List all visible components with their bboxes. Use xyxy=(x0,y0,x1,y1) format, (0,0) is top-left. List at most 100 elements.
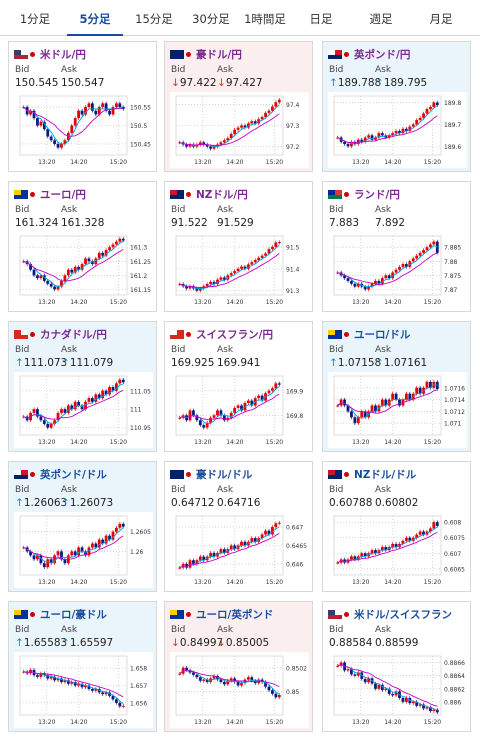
currency-panel[interactable]: 豪ドル/円 Bid Ask ↓97.422 ↓97.427 97.4 97.3 97.2 13:… xyxy=(164,41,313,172)
tab-1[interactable]: 1分足 xyxy=(19,12,51,26)
pair-title[interactable]: 豪ドル/ドル xyxy=(170,467,252,481)
price-chart[interactable]: 0.8866 0.8864 0.8862 0.886 13:20 14:20 15:20 xyxy=(328,652,467,728)
pair-name[interactable]: スイスフラン/円 xyxy=(196,328,274,341)
y-tick-label: 111.05 xyxy=(130,388,151,395)
pair-title[interactable]: 英ポンド/円 xyxy=(328,47,410,61)
candle xyxy=(350,279,353,286)
ask-label: Ask xyxy=(375,345,392,355)
tab-4[interactable]: 30分足 xyxy=(192,12,230,26)
price-chart[interactable]: 97.4 97.3 97.2 13:20 14:20 15:20 xyxy=(170,92,309,168)
pair-title[interactable]: 米ドル/円 xyxy=(14,47,86,61)
candle xyxy=(36,116,39,128)
pair-title[interactable]: ユーロ/豪ドル xyxy=(14,607,107,621)
pair-title[interactable]: NZドル/円 xyxy=(170,187,248,201)
y-tick-label: 0.8502 xyxy=(286,665,307,672)
currency-panel[interactable]: ユーロ/円 Bid Ask 161.324 161.328 161.3 161.25 161.… xyxy=(8,181,157,312)
price-chart[interactable]: 161.3 161.25 161.2 161.15 13:20 14:20 15:20 xyxy=(14,232,153,308)
pair-title[interactable]: スイスフラン/円 xyxy=(170,327,273,341)
pair-title[interactable]: ランド/円 xyxy=(328,187,400,201)
pair-title[interactable]: ユーロ/ドル xyxy=(328,327,410,341)
candle xyxy=(356,670,360,678)
currency-panel[interactable]: ユーロ/豪ドル Bid Ask ↑1.65583 ↑1.65597 1.658 1.657 1… xyxy=(8,601,157,732)
tab-5[interactable]: 1時間足 xyxy=(244,12,286,26)
ma-short-line xyxy=(23,106,124,145)
flag-secondary-icon xyxy=(30,51,35,57)
bid-value: ↓97.422 xyxy=(171,77,217,89)
price-chart[interactable]: 0.647 0.6465 0.646 13:20 14:20 15:20 xyxy=(170,512,309,588)
price-chart[interactable]: 91.5 91.4 91.3 13:20 14:20 15:20 xyxy=(170,232,309,308)
x-tick-label: 15:20 xyxy=(266,439,283,446)
tab-2[interactable]: 5分足 xyxy=(67,0,123,36)
bid-label: Bid xyxy=(171,625,186,635)
pair-title[interactable]: カナダドル/円 xyxy=(14,327,107,341)
price-chart[interactable]: 0.608 0.6075 0.607 0.6065 13:20 14:20 15:20 xyxy=(328,512,467,588)
currency-panel[interactable]: NZドル/円 Bid Ask 91.522 91.529 91.5 91.4 91.3 13:2… xyxy=(164,181,313,312)
currency-panel[interactable]: スイスフラン/円 Bid Ask 169.925 169.941 169.9 169.8 13… xyxy=(164,321,313,452)
tab-7[interactable]: 週足 xyxy=(369,12,393,26)
pair-name[interactable]: ユーロ/豪ドル xyxy=(40,608,107,621)
pair-title[interactable]: ユーロ/英ポンド xyxy=(170,607,273,621)
bid-price: 1.26063 xyxy=(23,497,68,509)
pair-title[interactable]: 豪ドル/円 xyxy=(170,47,242,61)
ask-price: 7.892 xyxy=(375,217,406,229)
candle xyxy=(360,551,364,559)
ask-price: 0.64716 xyxy=(217,497,261,509)
x-tick-label: 13:20 xyxy=(352,439,369,446)
currency-panel[interactable]: 米ドル/円 Bid Ask 150.545 150.547 150.55 150.5 150.… xyxy=(8,41,157,172)
price-chart[interactable]: 111.05 111 110.95 13:20 14:20 15:20 xyxy=(14,372,153,448)
pair-name[interactable]: ユーロ/英ポンド xyxy=(196,608,274,621)
bid-price: 111.073 xyxy=(23,357,68,369)
currency-panel[interactable]: ランド/円 Bid Ask 7.883 7.892 7.885 7.88 7.875 7.87 1… xyxy=(322,181,471,312)
price-chart[interactable]: 0.8502 0.85 13:20 14:20 15:20 xyxy=(170,652,309,728)
pair-title[interactable]: 英ポンド/ドル xyxy=(14,467,107,481)
y-tick-label: 0.607 xyxy=(444,551,461,558)
pair-title[interactable]: ユーロ/円 xyxy=(14,187,86,201)
pair-name[interactable]: 米ドル/円 xyxy=(40,48,86,61)
price-chart[interactable]: 150.55 150.5 150.45 13:20 14:20 15:20 xyxy=(14,92,153,168)
pair-name[interactable]: 豪ドル/円 xyxy=(196,48,242,61)
currency-panel[interactable]: カナダドル/円 Bid Ask ↑111.073 ↑111.079 111.05 111 11… xyxy=(8,321,157,452)
currency-panel[interactable]: 米ドル/スイスフラン Bid Ask 0.88584 0.88599 0.8866 0.88… xyxy=(322,601,471,732)
pair-title[interactable]: 米ドル/スイスフラン xyxy=(328,607,452,621)
pair-name[interactable]: NZドル/ドル xyxy=(354,468,417,481)
tab-8[interactable]: 月足 xyxy=(429,12,453,26)
price-chart[interactable]: 1.2605 1.26 13:20 14:20 15:20 xyxy=(14,512,153,588)
pair-name[interactable]: 英ポンド/円 xyxy=(354,48,411,61)
x-tick-label: 15:20 xyxy=(110,579,127,586)
pair-name[interactable]: ユーロ/ドル xyxy=(354,328,411,341)
currency-panel[interactable]: 英ポンド/ドル Bid Ask ↑1.26063 ↑1.26073 1.2605 1.26 1… xyxy=(8,461,157,592)
price-chart[interactable]: 1.658 1.657 1.656 13:20 14:20 15:20 xyxy=(14,652,153,728)
candle xyxy=(104,248,108,258)
candle xyxy=(80,403,84,411)
price-chart[interactable]: 169.9 169.8 13:20 14:20 15:20 xyxy=(170,372,309,448)
pair-title[interactable]: NZドル/ドル xyxy=(328,467,416,481)
tab-6[interactable]: 日足 xyxy=(309,12,333,26)
price-chart[interactable]: 1.0716 1.0714 1.0712 1.071 13:20 14:20 15:20 xyxy=(328,372,467,448)
arrow-down-icon: ↓ xyxy=(217,77,226,89)
price-chart[interactable]: 189.8 189.7 189.6 13:20 14:20 15:20 xyxy=(328,92,467,168)
candle xyxy=(32,267,36,278)
candle xyxy=(271,245,274,251)
candle xyxy=(432,100,436,109)
pair-name[interactable]: 米ドル/スイスフラン xyxy=(354,608,453,621)
ask-label: Ask xyxy=(375,205,392,215)
pair-name[interactable]: カナダドル/円 xyxy=(40,328,107,341)
currency-panel[interactable]: NZドル/ドル Bid Ask 0.60788 0.60802 0.608 0.6075 0.… xyxy=(322,461,471,592)
currency-panel[interactable]: ユーロ/英ポンド Bid Ask ↓0.84997 ↓0.85005 0.8502 0.85… xyxy=(164,601,313,732)
x-tick-label: 14:20 xyxy=(384,579,401,586)
pair-name[interactable]: ユーロ/円 xyxy=(40,188,86,201)
chart-svg: 1.2605 1.26 13:20 14:20 15:20 xyxy=(19,515,151,586)
ask-value: ↑189.795 xyxy=(375,77,427,89)
flag-secondary-icon xyxy=(30,471,35,477)
candle xyxy=(202,423,206,430)
currency-panel[interactable]: ユーロ/ドル Bid Ask ↑1.07158 ↑1.07161 1.0716 1.0714… xyxy=(322,321,471,452)
candle xyxy=(115,526,118,534)
pair-name[interactable]: 英ポンド/ドル xyxy=(40,468,107,481)
currency-panel[interactable]: 豪ドル/ドル Bid Ask 0.64712 0.64716 0.647 0.6465 0.6… xyxy=(164,461,313,592)
pair-name[interactable]: ランド/円 xyxy=(354,188,400,201)
pair-name[interactable]: NZドル/円 xyxy=(196,188,248,201)
price-chart[interactable]: 7.885 7.88 7.875 7.87 13:20 14:20 15:20 xyxy=(328,232,467,308)
pair-name[interactable]: 豪ドル/ドル xyxy=(196,468,253,481)
currency-panel[interactable]: 英ポンド/円 Bid Ask ↑189.788 ↑189.795 189.8 189.7 18… xyxy=(322,41,471,172)
tab-3[interactable]: 15分足 xyxy=(135,12,173,26)
